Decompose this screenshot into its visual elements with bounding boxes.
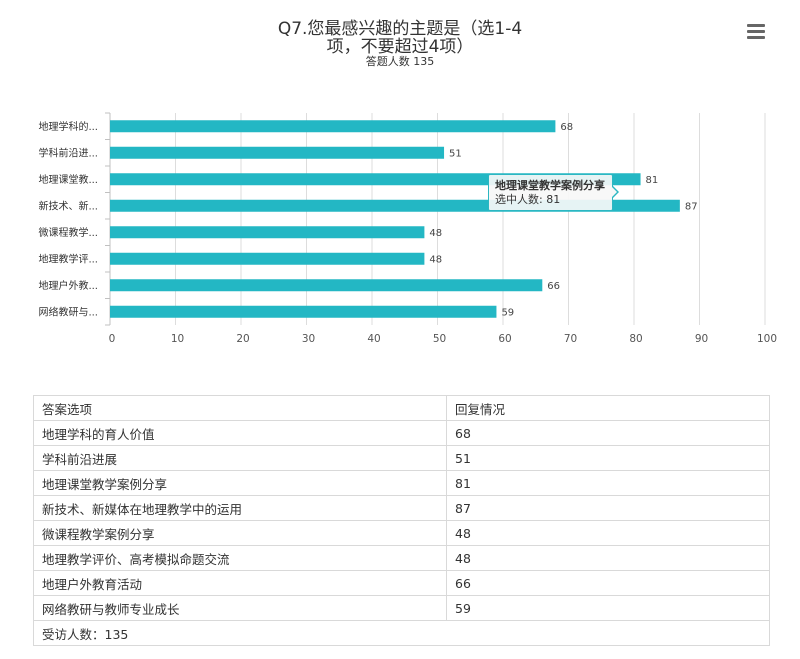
data-label: 87 [685, 201, 698, 212]
x-tick-label: 20 [236, 333, 249, 345]
category-label: 网络教研与... [38, 305, 98, 318]
chart-title-line1: Q7.您最感兴趣的主题是（选1-4 [278, 19, 522, 39]
category-label: 微课程教学... [38, 226, 98, 239]
tooltip-text: 选中人数: 81 [495, 193, 561, 206]
option-cell: 地理户外教育活动 [33, 570, 447, 596]
chart-subtitle: 答题人数 135 [366, 54, 435, 68]
bar[interactable] [110, 120, 556, 133]
x-tick-label: 70 [564, 333, 577, 345]
chart-title-line2: 项，不要超过4项） [327, 37, 474, 57]
count-cell: 81 [446, 470, 770, 496]
option-cell: 网络教研与教师专业成长 [33, 595, 447, 621]
category-label: 地理课堂教... [38, 173, 98, 186]
option-cell: 地理学科的育人价值 [33, 420, 447, 446]
table-footer-row: 受访人数：135 [33, 620, 770, 646]
table-header-row: 答案选项 回复情况 [33, 395, 770, 421]
x-tick-label: 60 [498, 333, 511, 345]
chart-tooltip: 地理课堂教学案例分享 选中人数: 81 [488, 174, 619, 211]
count-cell: 48 [446, 520, 770, 546]
data-label: 48 [429, 228, 442, 239]
x-tick-label: 90 [695, 333, 708, 345]
bar[interactable] [110, 279, 543, 292]
count-cell: 59 [446, 595, 770, 621]
category-label: 学科前沿进... [38, 146, 98, 159]
table-row: 地理课堂教学案例分享 81 [33, 470, 770, 496]
category-label: 地理教学评... [38, 252, 98, 265]
count-cell: 87 [446, 495, 770, 521]
x-tick-label: 100 [757, 333, 777, 345]
results-table: 答案选项 回复情况 地理学科的育人价值 68 学科前沿进展 51 地理课堂教学案例分享 81 新… [33, 395, 770, 646]
data-label: 66 [547, 281, 560, 292]
data-label: 68 [560, 122, 573, 133]
count-cell: 51 [446, 445, 770, 471]
tooltip-title: 地理课堂教学案例分享 [495, 179, 605, 192]
option-cell: 学科前沿进展 [33, 445, 447, 471]
x-tick-label: 50 [433, 333, 446, 345]
menu-icon[interactable] [744, 22, 768, 44]
bar[interactable] [110, 252, 425, 265]
x-tick-label: 30 [302, 333, 315, 345]
data-label: 81 [646, 175, 659, 186]
bar[interactable] [110, 305, 497, 318]
x-tick-label: 40 [367, 333, 380, 345]
x-tick-label: 80 [629, 333, 642, 345]
count-cell: 回复情况 [446, 395, 770, 421]
table-row: 学科前沿进展 51 [33, 445, 770, 471]
x-tick-label: 10 [171, 333, 184, 345]
tooltip-arrow-inner [611, 186, 617, 198]
option-cell: 答案选项 [33, 395, 447, 421]
data-label: 51 [449, 148, 462, 159]
option-cell: 新技术、新媒体在地理教学中的运用 [33, 495, 447, 521]
bar-chart: Q7.您最感兴趣的主题是（选1-4 项，不要超过4项） 答题人数 135 0 10… [38, 19, 777, 345]
category-label: 地理户外教... [38, 279, 98, 292]
respondents-cell: 受访人数：135 [33, 620, 770, 646]
data-label: 59 [501, 307, 514, 318]
table-row: 地理学科的育人价值 68 [33, 420, 770, 446]
option-cell: 地理教学评价、高考模拟命题交流 [33, 545, 447, 571]
table-row: 新技术、新媒体在地理教学中的运用 87 [33, 495, 770, 521]
option-cell: 地理课堂教学案例分享 [33, 470, 447, 496]
count-cell: 66 [446, 570, 770, 596]
plot-area: 0 10 20 30 40 50 60 70 80 90 100 地理学科的... 68 学科前沿进...… [38, 112, 777, 345]
count-cell: 68 [446, 420, 770, 446]
table-row: 微课程教学案例分享 48 [33, 520, 770, 546]
bar[interactable] [110, 226, 425, 239]
table-row: 地理教学评价、高考模拟命题交流 48 [33, 545, 770, 571]
data-label: 48 [429, 254, 442, 265]
table-row: 网络教研与教师专业成长 59 [33, 595, 770, 621]
bar[interactable] [110, 146, 445, 159]
option-cell: 微课程教学案例分享 [33, 520, 447, 546]
x-tick-label: 0 [109, 333, 116, 345]
table-row: 地理户外教育活动 66 [33, 570, 770, 596]
count-cell: 48 [446, 545, 770, 571]
category-label: 地理学科的... [38, 120, 98, 133]
category-label: 新技术、新... [38, 199, 98, 212]
